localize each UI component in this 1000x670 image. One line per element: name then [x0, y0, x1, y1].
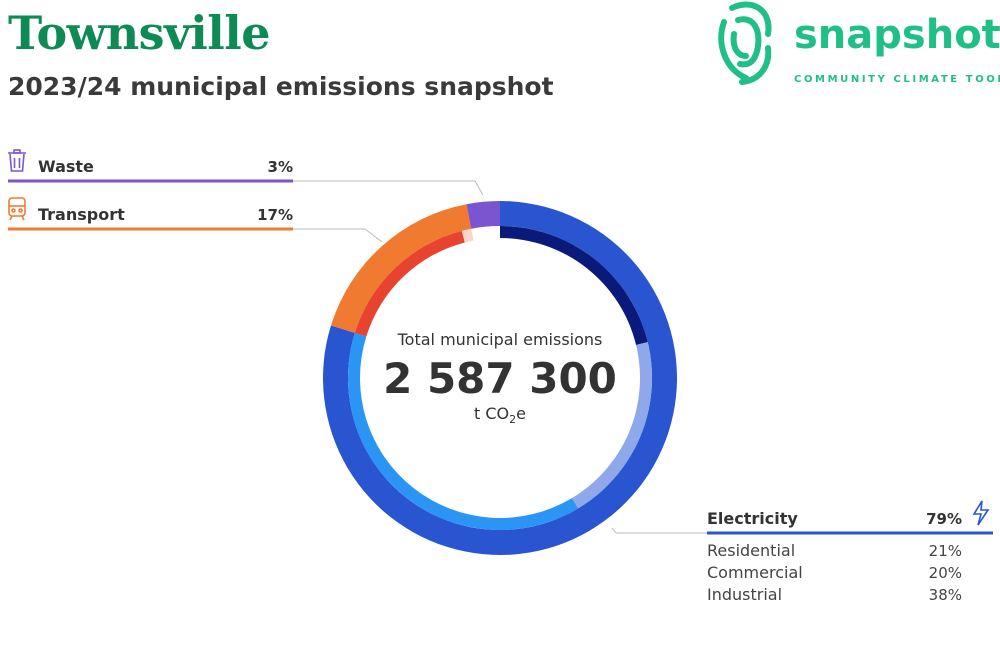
legend-label-waste: Waste: [38, 157, 94, 176]
legend-value-transport: 17%: [257, 206, 293, 224]
donut-subslice-commercial: [571, 342, 652, 509]
legend-value-waste: 3%: [267, 158, 293, 176]
train-icon: [8, 197, 26, 221]
lightning-icon: [972, 500, 990, 526]
page-subtitle: 2023/24 municipal emissions snapshot: [8, 72, 554, 101]
center-unit: t CO2e: [474, 404, 526, 427]
donut-subslice-industrial: [348, 332, 579, 531]
donut-slice-waste: [466, 201, 500, 229]
donut-slice-transport: [330, 204, 472, 333]
legend-label-transport: Transport: [38, 205, 125, 224]
center-label: Total municipal emissions: [397, 330, 603, 349]
trash-icon: [8, 149, 26, 172]
legend-sub-label-commercial: Commercial: [707, 563, 803, 582]
page-title: Townsville: [8, 6, 271, 60]
fingerprint-icon: [718, 1, 772, 85]
legend-sub-value-commercial: 20%: [928, 564, 962, 582]
logo-tagline: COMMUNITY CLIMATE TOOL: [794, 74, 1000, 85]
legend-sub-label-industrial: Industrial: [707, 585, 783, 604]
donut-subslice-transport-1: [354, 230, 465, 337]
leader-line-transport: [8, 228, 383, 243]
leader-line-waste: [8, 180, 484, 196]
snapshot-logo: snapshot COMMUNITY CLIMATE TOOL: [712, 0, 1000, 92]
legend-value-electricity: 79%: [926, 510, 962, 528]
logo-wordmark: snapshot: [794, 12, 1000, 58]
legend-label-electricity: Electricity: [707, 509, 798, 528]
legend-sub-value-residential: 21%: [928, 542, 962, 560]
center-value: 2 587 300: [383, 354, 617, 403]
donut-subslice-residential: [500, 226, 648, 345]
legend-sub-value-industrial: 38%: [928, 586, 962, 604]
legend-sub-label-residential: Residential: [707, 541, 796, 560]
donut-subslice-transport-2: [461, 228, 474, 243]
